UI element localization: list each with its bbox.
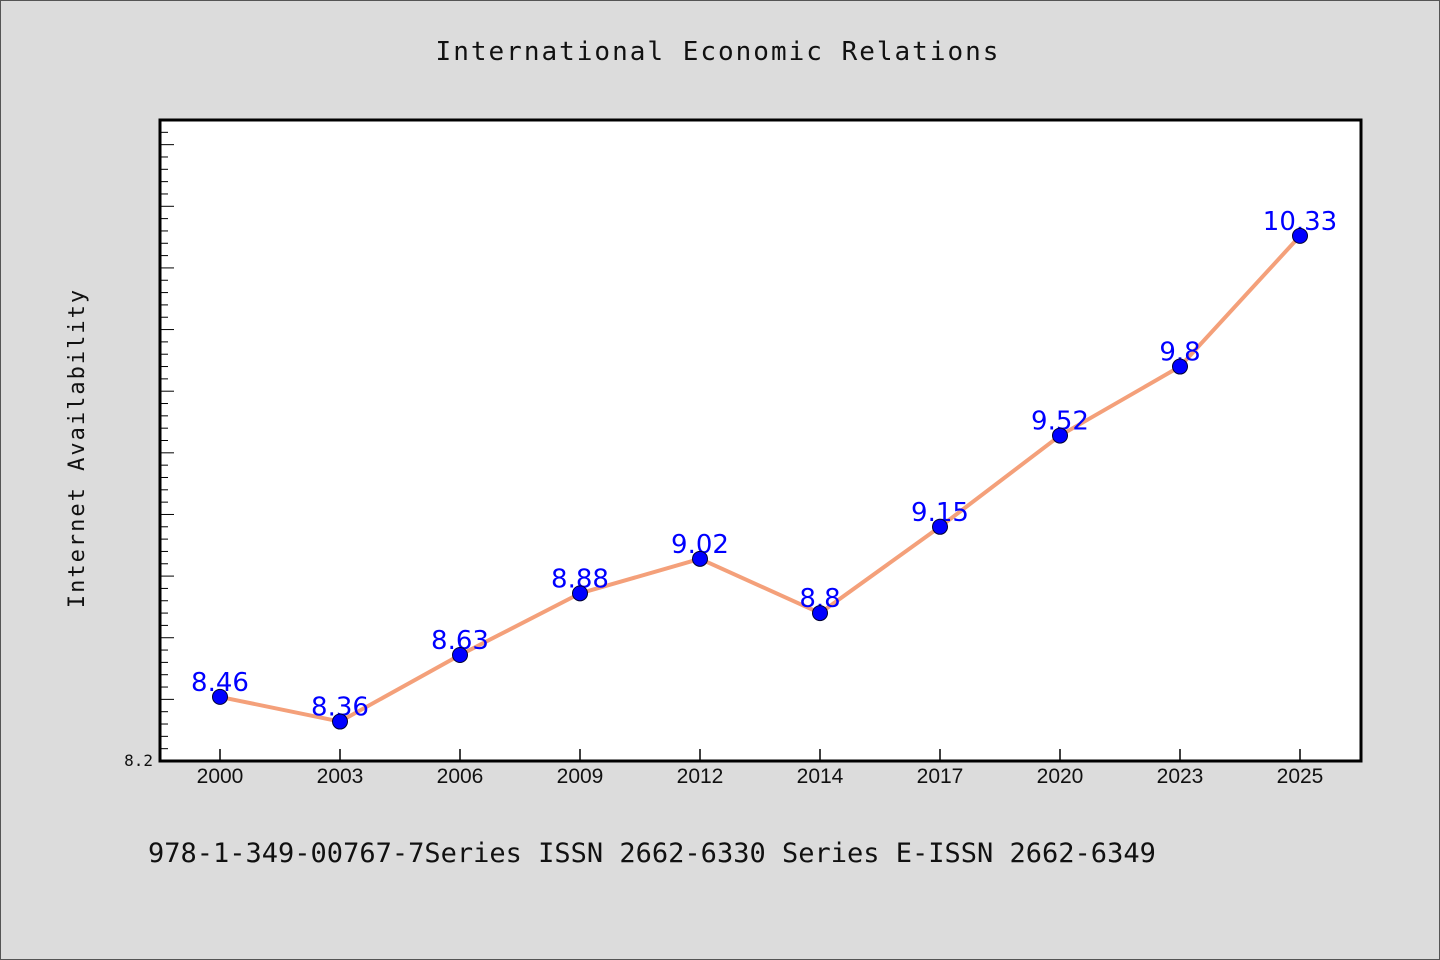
x-axis-ticks: 2000 2003 2006 2009 2012 2014 2017 2020 2023 2025 xyxy=(197,749,1324,788)
y-axis-label: Internet Availability xyxy=(65,288,90,608)
data-point xyxy=(572,585,588,602)
series-line xyxy=(218,233,1302,724)
x-tick-label: 2020 xyxy=(1037,765,1084,788)
x-tick-label: 2014 xyxy=(797,765,844,788)
x-tick-label: 2003 xyxy=(317,765,364,788)
chart-title: International Economic Relations xyxy=(436,37,1001,67)
footer-text: 978-1-349-00767-7Series ISSN 2662-6330 S… xyxy=(148,838,1156,869)
data-point xyxy=(452,646,468,663)
data-point xyxy=(812,605,828,622)
plot-area xyxy=(158,118,1363,763)
x-tick-label: 2025 xyxy=(1277,765,1324,788)
data-point xyxy=(1172,358,1188,375)
x-tick-label: 2000 xyxy=(197,765,244,788)
x-tick-label: 2023 xyxy=(1157,765,1204,788)
data-point xyxy=(212,688,228,705)
x-tick-label: 2017 xyxy=(917,765,964,788)
data-point xyxy=(1052,427,1068,444)
x-tick-label: 2009 xyxy=(557,765,604,788)
data-point xyxy=(692,550,708,567)
y-axis-ticks xyxy=(160,131,174,750)
x-tick-label: 2012 xyxy=(677,765,724,788)
x-tick-label: 2006 xyxy=(437,765,484,788)
data-point xyxy=(932,518,948,535)
data-point xyxy=(1292,227,1308,244)
series-layer: 8.468.368.638.889.028.89.159.529.810.33 xyxy=(191,207,1337,730)
data-point xyxy=(332,713,348,730)
y-axis-min-label: 8.2 xyxy=(124,751,153,770)
